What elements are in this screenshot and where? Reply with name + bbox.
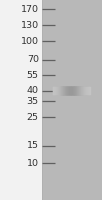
Text: 55: 55: [27, 71, 39, 79]
Text: 35: 35: [27, 97, 39, 106]
Text: 170: 170: [21, 4, 39, 14]
Text: 70: 70: [27, 55, 39, 64]
Text: 15: 15: [27, 142, 39, 150]
Text: 130: 130: [21, 21, 39, 29]
Bar: [0, 0, 42, 200]
Text: 25: 25: [27, 112, 39, 121]
Text: 40: 40: [27, 86, 39, 95]
Text: 100: 100: [21, 36, 39, 46]
Text: 10: 10: [27, 158, 39, 168]
